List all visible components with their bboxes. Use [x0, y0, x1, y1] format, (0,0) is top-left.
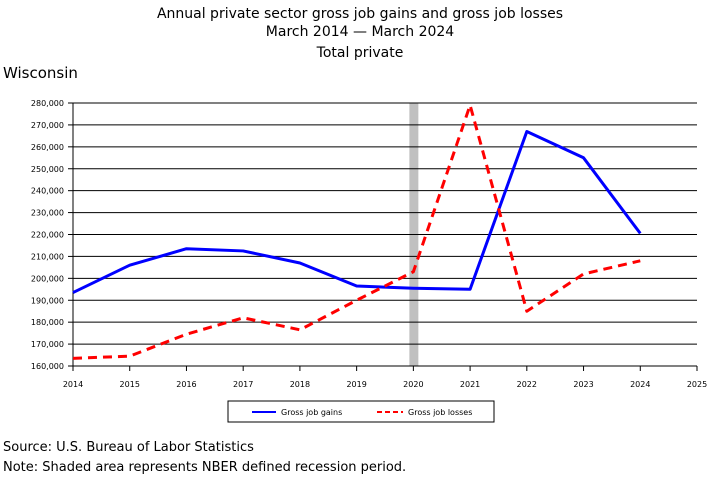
legend: Gross job gains Gross job losses [227, 400, 495, 423]
x-tick-label: 2022 [517, 380, 537, 389]
chart-subtitle-industry: Total private [316, 45, 404, 61]
recession-note: Note: Shaded area represents NBER define… [3, 460, 407, 475]
y-tick-label: 280,000 [31, 99, 64, 108]
y-tick-label: 260,000 [31, 143, 64, 152]
x-tick-label: 2018 [290, 380, 310, 389]
y-tick-label: 250,000 [31, 165, 64, 174]
region-label: Wisconsin [3, 64, 78, 82]
grid-lines [73, 102, 697, 367]
y-tick-label: 170,000 [31, 340, 64, 349]
y-tick-label: 190,000 [31, 296, 64, 305]
x-tick-label: 2019 [346, 380, 366, 389]
y-tick-label: 270,000 [31, 121, 64, 130]
y-tick-label: 230,000 [31, 209, 64, 218]
chart-title: Annual private sector gross job gains an… [156, 6, 564, 22]
y-tick-label: 200,000 [31, 274, 64, 283]
x-tick-label: 2017 [233, 380, 253, 389]
y-tick-label: 160,000 [31, 362, 64, 371]
y-tick-label: 220,000 [31, 231, 64, 240]
x-axis: 2014 2015 2016 2017 2018 2019 2020 2021 2022 2023… [63, 366, 707, 389]
x-tick-label: 2015 [120, 380, 140, 389]
x-tick-label: 2025 [687, 380, 707, 389]
y-tick-label: 210,000 [31, 252, 64, 261]
legend-label-job-gains: Gross job gains [281, 408, 342, 417]
x-tick-label: 2020 [403, 380, 423, 389]
x-tick-label: 2016 [176, 380, 196, 389]
series-line-job-losses [72, 103, 641, 360]
x-tick-label: 2021 [460, 380, 480, 389]
x-tick-label: 2023 [573, 380, 593, 389]
source-note: Source: U.S. Bureau of Labor Statistics [3, 440, 254, 455]
legend-label-job-losses: Gross job losses [408, 408, 472, 417]
y-tick-label: 180,000 [31, 318, 64, 327]
legend-box [227, 400, 495, 423]
y-tick-label: 240,000 [31, 187, 64, 196]
y-axis: 160,000 170,000 180,000 190,000 200,000 210,0… [31, 99, 73, 371]
chart-subtitle-dates: March 2014 — March 2024 [265, 24, 455, 40]
series-lines [72, 103, 642, 360]
x-tick-label: 2024 [630, 380, 650, 389]
x-tick-label: 2014 [63, 380, 83, 389]
series-line-job-gains [72, 129, 642, 294]
